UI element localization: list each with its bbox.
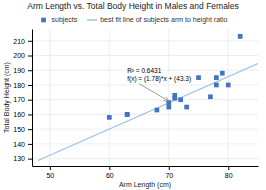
tick: 150 [13, 126, 32, 133]
grid-line [32, 40, 258, 41]
point [178, 97, 183, 102]
tick-label: 130 [13, 155, 25, 162]
tick-label: 50 [46, 172, 54, 179]
tick: 210 [13, 38, 32, 45]
annotation-text: R² = 0.6431f(x) = (1.78)*x + (43.3) [127, 67, 191, 82]
tick: 190 [13, 67, 32, 74]
tick-mark [28, 56, 32, 57]
grid-line [32, 55, 258, 56]
legend-swatch [41, 18, 46, 23]
tick: 160 [13, 111, 32, 118]
point [226, 83, 231, 88]
grid-line [168, 29, 169, 166]
grid-line [32, 158, 258, 159]
tick: 50 [46, 166, 54, 179]
chart: Arm Length vs. Total Body Height in Male… [0, 0, 266, 190]
annotation-line: f(x) = (1.78)*x + (43.3) [127, 75, 191, 83]
tick: 200 [13, 52, 32, 59]
grid-line [32, 114, 258, 115]
tick-label: 160 [13, 111, 25, 118]
tick-mark [28, 144, 32, 145]
legend: subjects best fit line of subjects arm to… [41, 16, 227, 24]
tick-mark [28, 100, 32, 101]
tick-mark [109, 166, 110, 170]
tick-mark [50, 166, 51, 170]
tick: 140 [13, 141, 32, 148]
y-axis: 130 140 150 160 170 180 190 200 210 [13, 30, 32, 167]
grid-line [32, 129, 258, 130]
tick-label: 190 [13, 67, 25, 74]
tick: 170 [13, 96, 32, 103]
tick-label: 170 [13, 96, 25, 103]
tick-mark [28, 85, 32, 86]
grid [32, 29, 258, 166]
legend-item: best fit line of subjects arm to height … [87, 16, 227, 24]
x-axis: 50 60 70 80 [33, 166, 259, 179]
axis-line [33, 166, 259, 167]
point [172, 93, 177, 98]
point [214, 83, 219, 88]
tick-mark [28, 129, 32, 130]
plot-area [38, 34, 258, 160]
grid-line [49, 29, 50, 166]
tick: 130 [13, 155, 32, 162]
legend-swatch [87, 19, 97, 21]
grid-line [228, 29, 229, 166]
point [238, 34, 243, 39]
y-axis-title: Total Body Height (cm) [3, 62, 11, 133]
point [155, 108, 160, 113]
tick-label: 70 [165, 172, 173, 179]
point [107, 115, 112, 120]
point [125, 112, 130, 117]
tick-label: 60 [106, 172, 114, 179]
tick-mark [28, 70, 32, 71]
point [125, 112, 130, 117]
grid-line [109, 29, 110, 166]
tick-mark [169, 166, 170, 170]
annotation: R² = 0.6431f(x) = (1.78)*x + (43.3) [127, 67, 191, 101]
tick-label: 80 [225, 172, 233, 179]
annotation-line: R² = 0.6431 [127, 67, 162, 74]
point [166, 105, 171, 110]
grid-line [32, 143, 258, 144]
legend-label: subjects [52, 16, 78, 24]
tick: 70 [165, 166, 173, 179]
axis-line [32, 30, 33, 167]
title: Arm Length vs. Total Body Height in Male… [27, 1, 239, 11]
tick-mark [228, 166, 229, 170]
point [208, 94, 213, 99]
annotation-arrow [139, 84, 169, 102]
point [184, 105, 189, 110]
point [196, 75, 201, 80]
grid-line [32, 84, 258, 85]
fit-line [38, 63, 258, 160]
tick-mark [28, 114, 32, 115]
tick: 60 [106, 166, 114, 179]
tick-label: 140 [13, 141, 25, 148]
point [220, 71, 225, 76]
tick-mark [28, 41, 32, 42]
tick-label: 200 [13, 52, 25, 59]
point [214, 75, 219, 80]
tick-label: 180 [13, 82, 25, 89]
tick-label: 210 [13, 38, 25, 45]
tick: 80 [225, 166, 233, 179]
tick-mark [28, 159, 32, 160]
legend-label: best fit line of subjects arm to height … [100, 16, 227, 24]
grid-line [32, 99, 258, 100]
x-axis-title: Arm Length (cm) [119, 181, 171, 189]
tick-label: 150 [13, 126, 25, 133]
legend-item: subjects [41, 16, 78, 24]
tick: 180 [13, 82, 32, 89]
